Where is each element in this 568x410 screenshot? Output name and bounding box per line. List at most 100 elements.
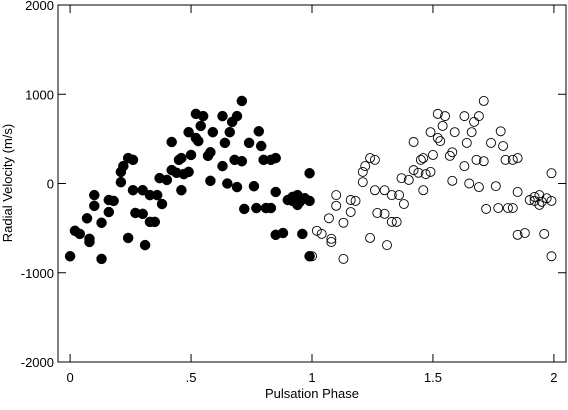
point (498, 141, 509, 151)
point (197, 110, 209, 122)
point (466, 127, 477, 138)
point (122, 232, 134, 244)
y-tick-label: 1000 (25, 87, 54, 102)
point (425, 127, 436, 138)
point (219, 137, 231, 149)
point (161, 174, 173, 186)
point (478, 156, 489, 167)
point (248, 180, 260, 192)
point (137, 184, 148, 196)
y-axis-label: Radial Velocity (m/s) (0, 124, 15, 242)
point (418, 185, 429, 196)
point (524, 195, 535, 205)
point (469, 116, 480, 127)
point (493, 203, 504, 213)
point (386, 190, 397, 201)
point (183, 126, 194, 138)
point (461, 137, 472, 148)
point (304, 250, 315, 262)
point (360, 161, 371, 172)
point (507, 203, 518, 213)
point (277, 227, 289, 239)
point (490, 181, 501, 192)
x-axis-label: Pulsation Phase (265, 386, 359, 401)
point (365, 153, 376, 164)
point (415, 154, 426, 165)
point (205, 175, 216, 187)
y-tick-label: 2000 (25, 0, 54, 13)
point (394, 190, 405, 201)
point (512, 187, 523, 197)
point (432, 108, 443, 119)
point (151, 189, 163, 201)
point (345, 195, 356, 205)
point (205, 147, 216, 158)
point (408, 137, 419, 147)
point (428, 149, 438, 160)
point (512, 153, 523, 164)
y-tick-label: -2000 (21, 355, 54, 370)
point (331, 200, 342, 211)
point (127, 154, 139, 166)
point (396, 173, 407, 184)
point (444, 150, 455, 161)
point (224, 126, 236, 138)
point (316, 228, 327, 239)
point (231, 110, 243, 122)
point (408, 165, 419, 176)
point (231, 181, 243, 193)
point (217, 160, 228, 172)
point (391, 216, 402, 227)
point (500, 154, 511, 165)
point (64, 250, 76, 262)
point (89, 200, 100, 212)
point (338, 217, 349, 228)
point (236, 95, 248, 107)
point (345, 207, 356, 218)
point (425, 166, 436, 177)
point (239, 203, 250, 215)
point (459, 111, 470, 122)
point (449, 127, 460, 138)
point (473, 111, 484, 122)
point (447, 175, 458, 186)
point (81, 213, 93, 224)
point (382, 240, 392, 251)
y-tick-label: 0 (47, 177, 54, 192)
point (437, 120, 448, 131)
point (357, 177, 368, 188)
plot-frame (57, 4, 567, 363)
point (251, 202, 262, 214)
point (270, 152, 281, 164)
point (534, 199, 545, 210)
point (139, 239, 151, 251)
point (183, 166, 194, 178)
point (519, 228, 530, 238)
x-tick-label: 1.5 (424, 370, 442, 385)
x-tick-label: 1 (308, 370, 315, 385)
point (115, 176, 127, 188)
point (372, 208, 383, 218)
point (118, 160, 129, 172)
point (403, 174, 414, 185)
point (265, 202, 277, 214)
point (546, 195, 557, 206)
point (108, 195, 119, 207)
x-tick-label: 0 (66, 370, 73, 385)
point (357, 166, 368, 177)
point (386, 216, 397, 227)
point (323, 213, 334, 224)
point (166, 136, 177, 148)
point (96, 253, 107, 265)
point (478, 95, 489, 106)
point (486, 137, 496, 148)
point (307, 251, 317, 262)
point (304, 167, 315, 179)
point (270, 186, 281, 198)
point (311, 225, 322, 236)
point (546, 251, 557, 262)
point (418, 153, 429, 164)
point (304, 195, 315, 207)
point (398, 199, 409, 209)
